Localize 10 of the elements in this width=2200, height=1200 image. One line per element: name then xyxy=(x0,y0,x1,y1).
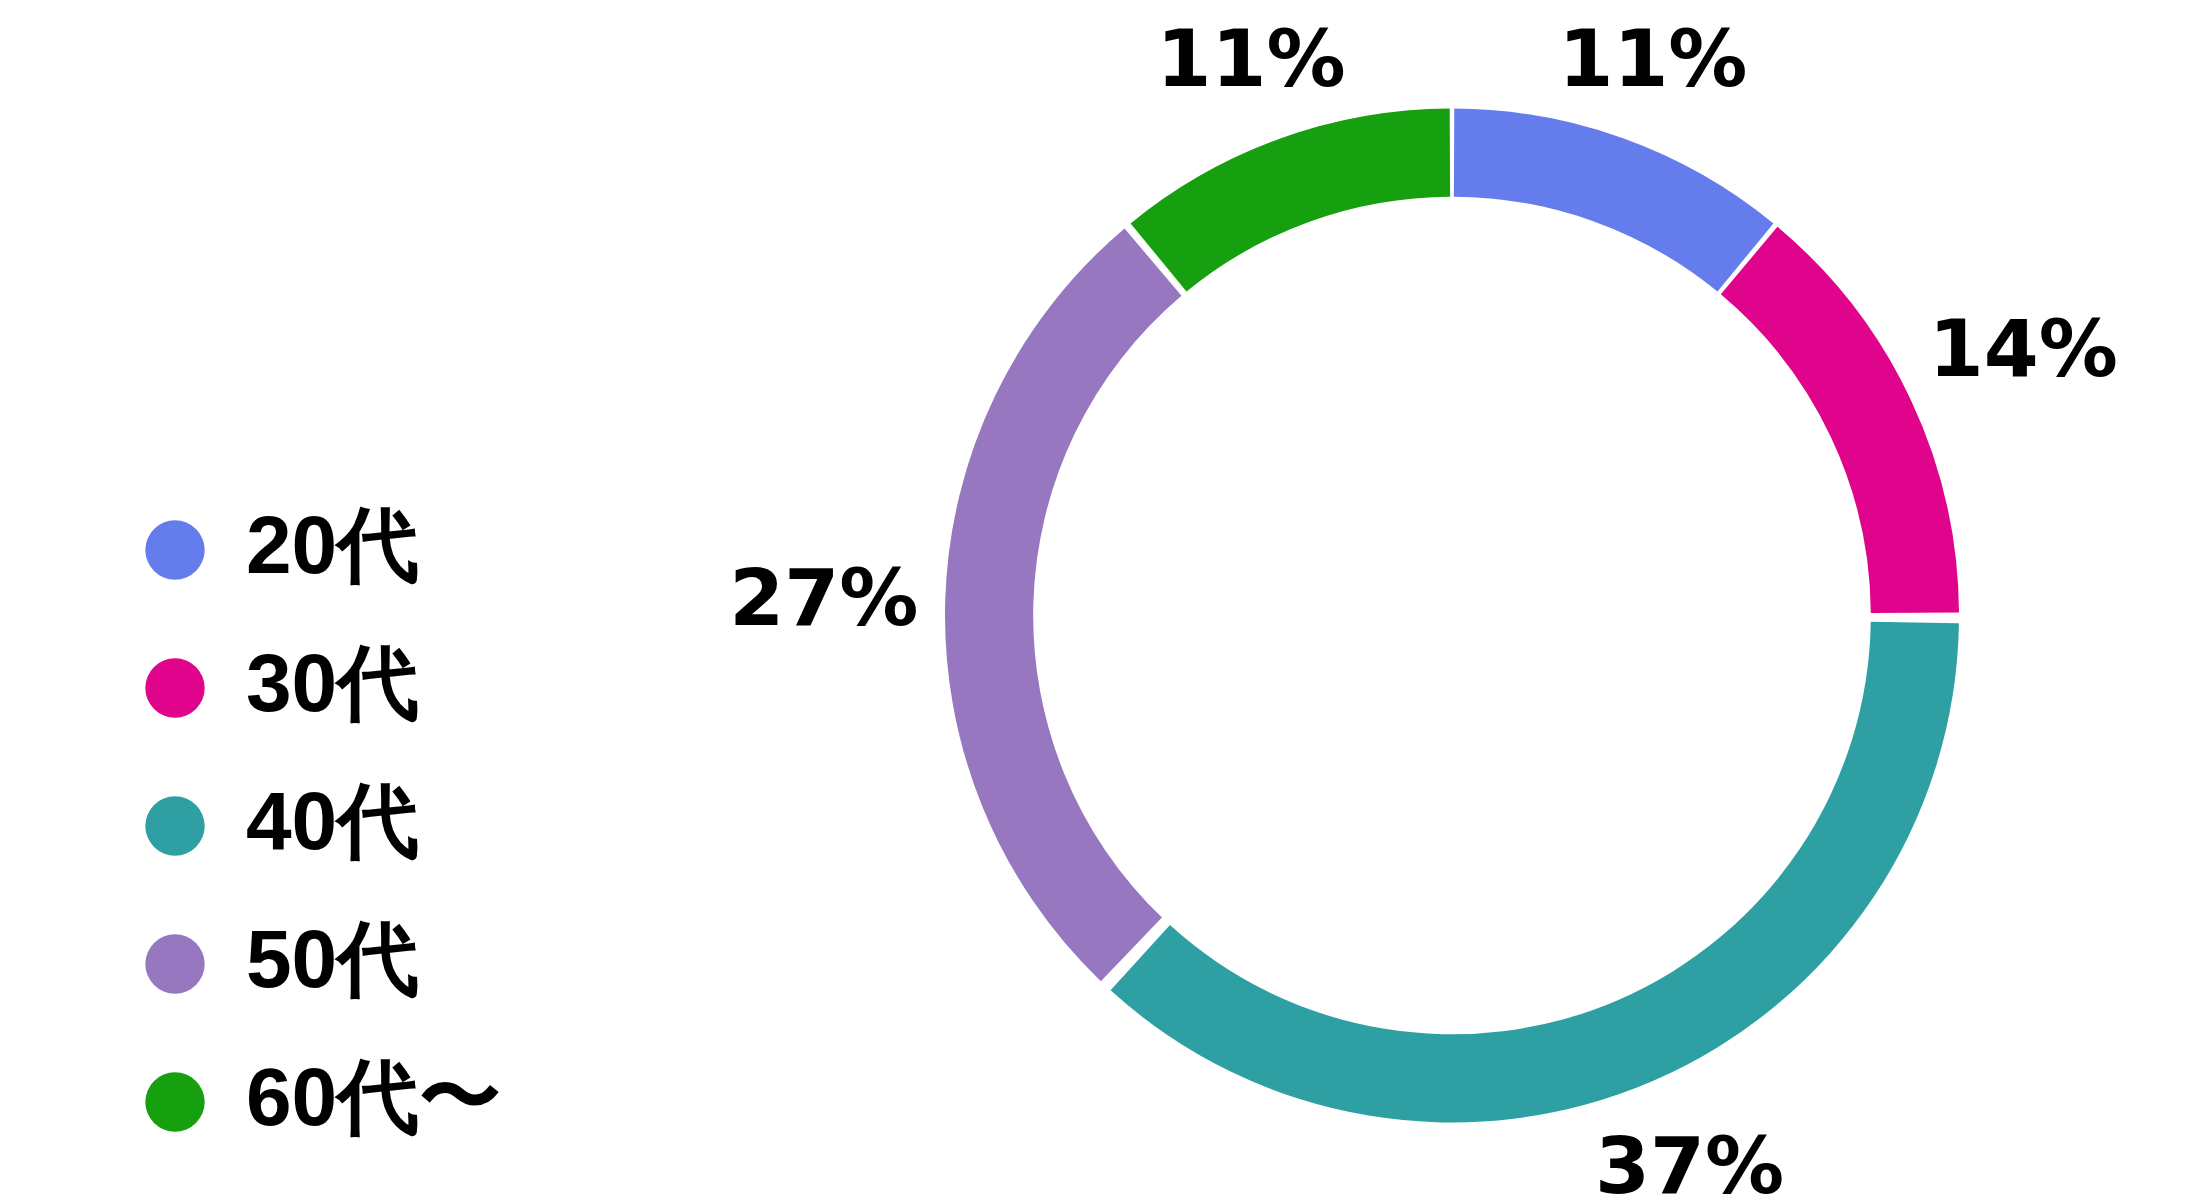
legend-label: 20代 xyxy=(246,498,420,590)
legend-label: 60代〜 xyxy=(246,1050,502,1142)
legend-label: 50代 xyxy=(246,912,420,1004)
data-label: 27% xyxy=(729,551,919,644)
data-label: 11% xyxy=(1558,13,1748,106)
data-label: 11% xyxy=(1156,13,1346,106)
data-label: 14% xyxy=(1928,302,2118,395)
legend-label: 30代 xyxy=(246,636,420,728)
legend-label: 40代 xyxy=(246,774,420,866)
data-label: 37% xyxy=(1594,1120,1785,1200)
